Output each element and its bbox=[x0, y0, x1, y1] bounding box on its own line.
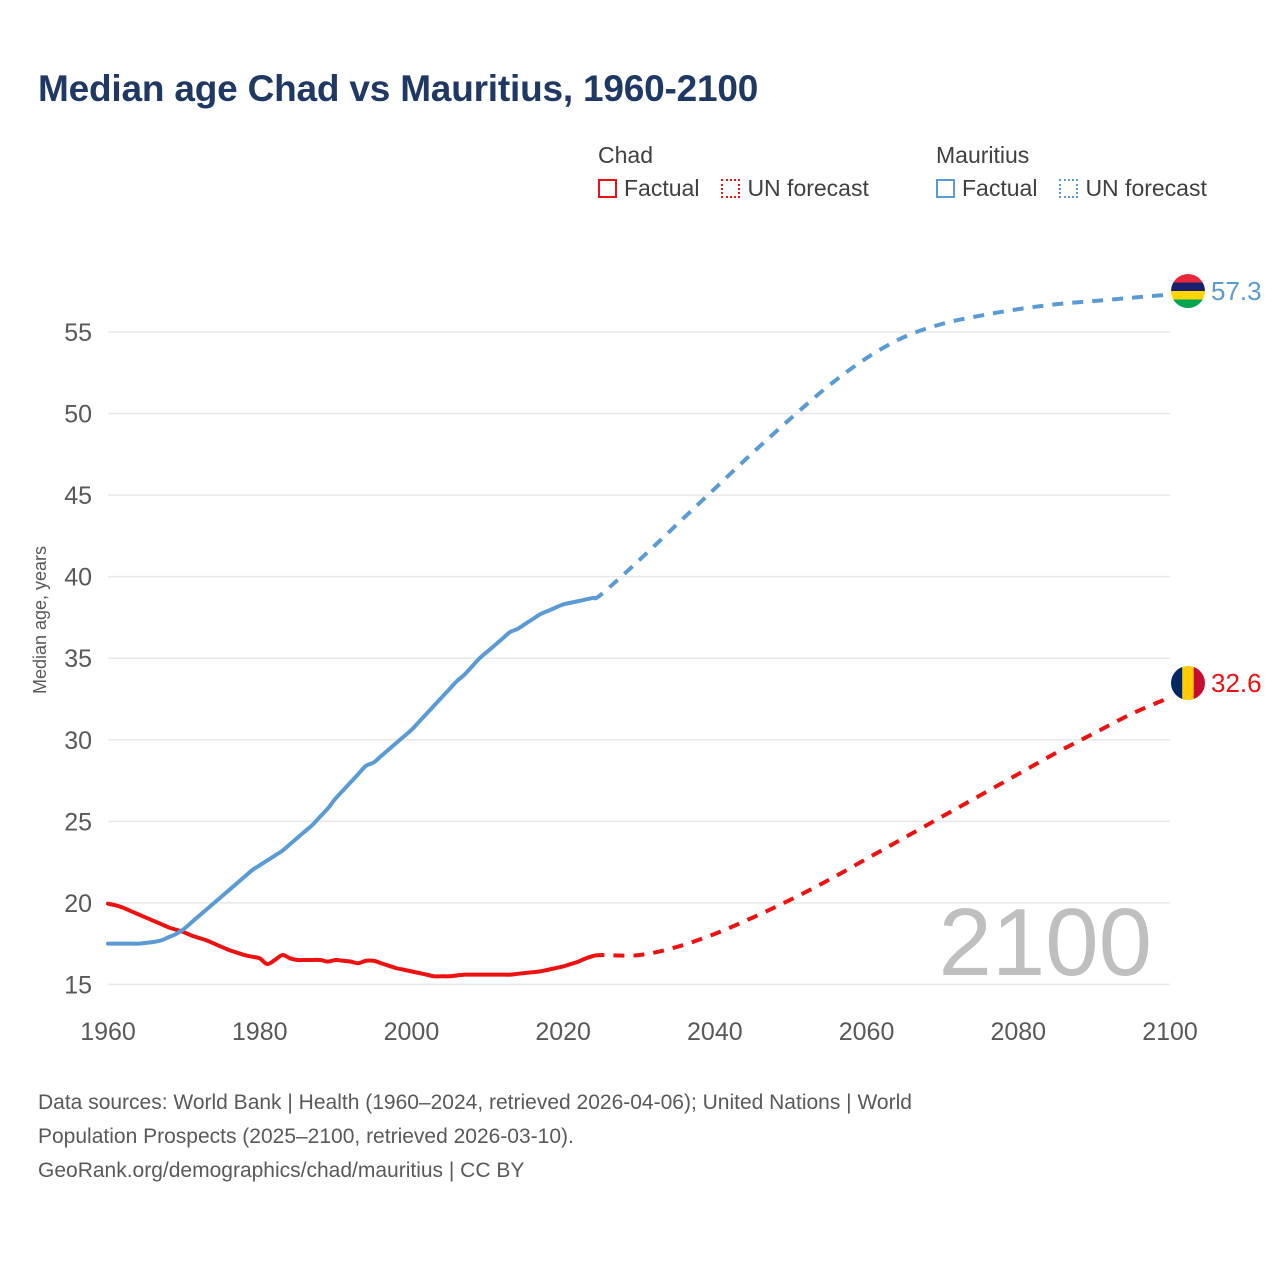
legend-item-chad-forecast[interactable]: UN forecast bbox=[721, 175, 869, 202]
x-tick-label: 1980 bbox=[232, 1018, 288, 1046]
legend-item-mauritius-factual[interactable]: Factual bbox=[936, 175, 1037, 202]
y-tick-label: 30 bbox=[64, 727, 92, 755]
legend-item-mauritius-forecast[interactable]: UN forecast bbox=[1059, 175, 1207, 202]
x-tick-label: 2060 bbox=[839, 1018, 895, 1046]
line-forecast-chad bbox=[593, 695, 1171, 958]
y-tick-label: 45 bbox=[64, 482, 92, 510]
series-lines bbox=[106, 292, 1171, 979]
legend-label-chad-forecast: UN forecast bbox=[747, 175, 869, 201]
y-tick-label: 40 bbox=[64, 564, 92, 592]
legend-swatch-dotted-icon bbox=[721, 179, 741, 198]
y-tick-label: 35 bbox=[64, 645, 92, 673]
chad-flag-icon bbox=[1171, 666, 1205, 700]
x-tick-label: 2080 bbox=[990, 1018, 1046, 1046]
legend-group-title-mauritius: Mauritius bbox=[936, 142, 1030, 168]
legend-label-mauritius-factual: Factual bbox=[962, 175, 1038, 201]
y-axis-tick-labels: 15 20 25 30 35 40 45 50 55 bbox=[64, 319, 92, 999]
legend-label-mauritius-forecast: UN forecast bbox=[1085, 175, 1207, 201]
legend-swatch-solid-icon bbox=[936, 179, 955, 198]
line-factual-chad bbox=[106, 901, 596, 979]
mauritius-flag-icon bbox=[1171, 274, 1205, 308]
y-tick-label: 50 bbox=[64, 401, 92, 429]
footer: Data sources: World Bank | Health (1960–… bbox=[38, 1086, 1228, 1188]
y-tick-label: 15 bbox=[64, 971, 92, 999]
legend-label-chad-factual: Factual bbox=[624, 175, 700, 201]
gridlines bbox=[108, 331, 1170, 986]
x-tick-label: 2020 bbox=[535, 1018, 591, 1046]
x-tick-label: 2000 bbox=[384, 1018, 440, 1046]
legend-item-chad-factual[interactable]: Factual bbox=[598, 175, 699, 202]
legend-group-title-chad: Chad bbox=[598, 142, 653, 168]
footer-sources-line-1: Data sources: World Bank | Health (1960–… bbox=[38, 1091, 912, 1114]
x-axis-tick-labels: 1960 1980 2000 2020 2040 2060 2080 2100 bbox=[80, 1018, 1198, 1046]
x-tick-label: 2100 bbox=[1142, 1018, 1198, 1046]
y-axis-title: Median age, years bbox=[30, 546, 50, 694]
x-tick-label: 1960 bbox=[80, 1018, 136, 1046]
line-forecast-mauritius bbox=[591, 292, 1171, 601]
legend-swatch-solid-icon bbox=[598, 179, 617, 198]
y-tick-label: 20 bbox=[64, 890, 92, 918]
footer-attribution[interactable]: GeoRank.org/demographics/chad/mauritius … bbox=[38, 1159, 525, 1182]
end-value-chad: 32.6 bbox=[1211, 668, 1262, 698]
y-tick-label: 25 bbox=[64, 808, 92, 836]
legend-group-mauritius: Mauritius Factual UN forecast bbox=[936, 142, 1207, 202]
page-title: Median age Chad vs Mauritius, 1960-2100 bbox=[38, 68, 759, 109]
legend-group-chad: Chad Factual UN forecast bbox=[598, 142, 869, 202]
legend-swatch-dotted-icon bbox=[1059, 179, 1079, 198]
chart-legend: Chad Factual UN forecast Mauritius Factu… bbox=[598, 142, 1258, 222]
line-factual-mauritius bbox=[106, 595, 596, 946]
end-value-mauritius: 57.3 bbox=[1211, 276, 1262, 306]
footer-sources-line-2: Population Prospects (2025–2100, retriev… bbox=[38, 1125, 574, 1148]
year-watermark: 2100 bbox=[938, 889, 1152, 996]
x-tick-label: 2040 bbox=[687, 1018, 743, 1046]
y-tick-label: 55 bbox=[64, 319, 92, 347]
